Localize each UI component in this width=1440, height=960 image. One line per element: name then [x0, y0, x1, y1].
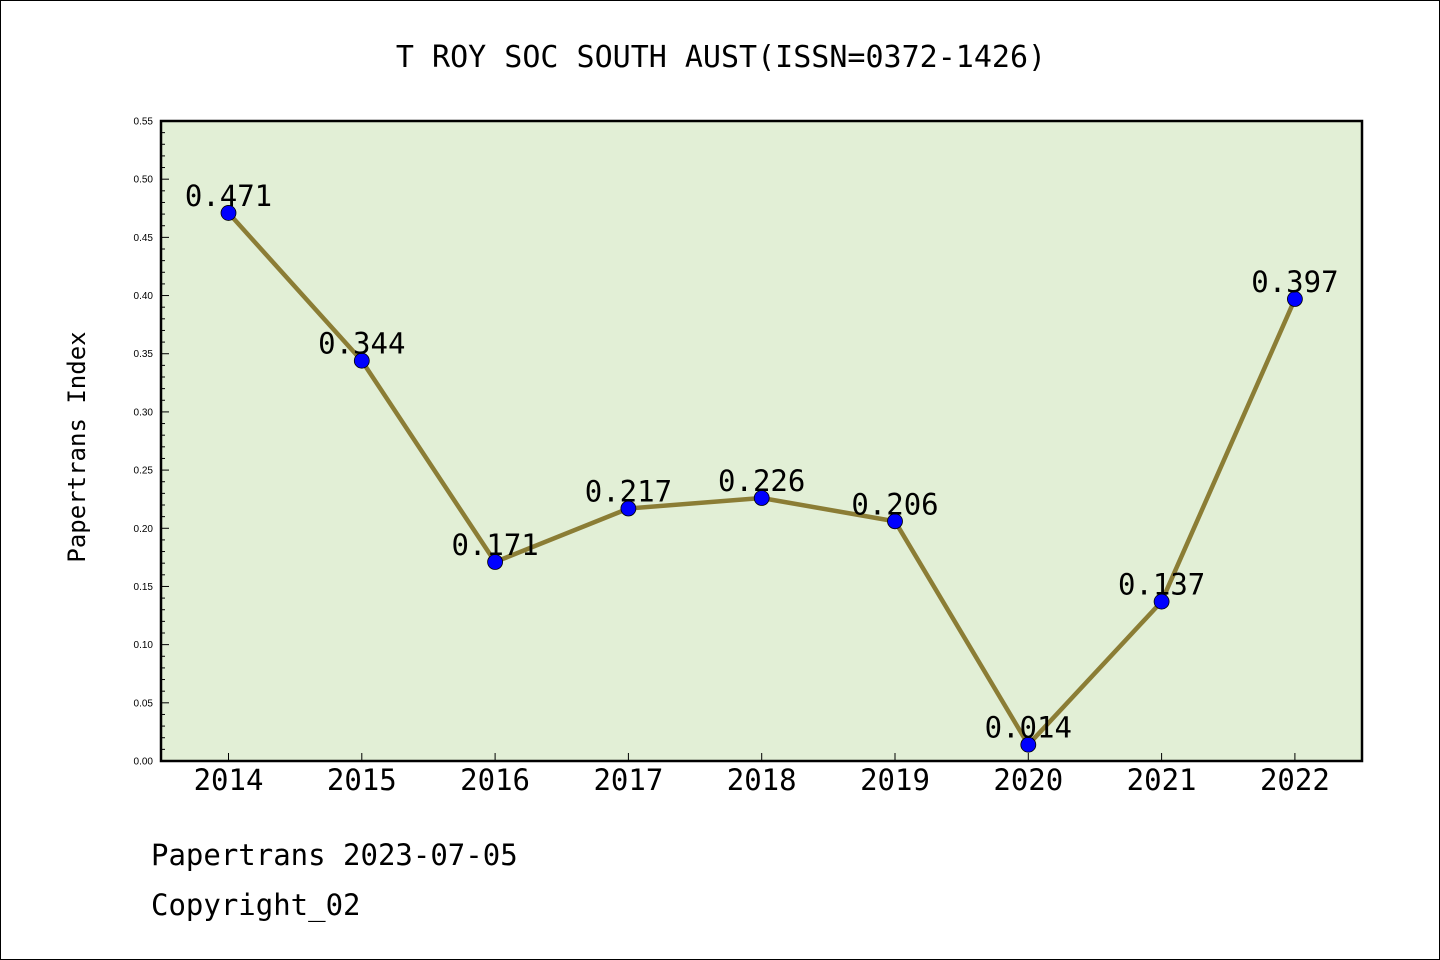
y-tick-label: 0.40	[134, 291, 154, 302]
x-tick-label: 2022	[1260, 763, 1330, 797]
y-axis-label: Papertrans Index	[63, 331, 91, 562]
x-axis: 2014 2015 2016 2017 2018 2019 2020 2021 2022	[194, 753, 1330, 797]
data-point-marker	[487, 554, 504, 570]
x-tick-label: 2014	[194, 763, 264, 797]
footer-date: Papertrans 2023-07-05	[151, 838, 518, 872]
data-label-group: 0.471 0.344 0.171 0.217 0.226 0.206 0.014 0.137…	[185, 179, 1339, 745]
x-tick-label: 2017	[593, 763, 663, 797]
x-tick-label: 2020	[993, 763, 1063, 797]
plot-border	[159, 119, 1364, 763]
data-point-marker	[620, 500, 637, 517]
data-point-marker	[887, 513, 903, 530]
footer-copyright: Copyright_02	[151, 888, 361, 923]
y-tick-label: 0.10	[134, 640, 154, 651]
y-tick-label: 0.20	[134, 524, 154, 535]
plot-area	[161, 121, 1362, 761]
data-point-marker	[353, 352, 370, 369]
y-tick-label: 0.50	[134, 175, 154, 186]
x-tick-label: 2018	[727, 763, 797, 797]
data-label: 0.014	[985, 711, 1072, 745]
y-tick-label: 0.45	[134, 233, 154, 244]
data-label: 0.397	[1251, 265, 1338, 299]
x-tick-label: 2016	[460, 763, 530, 797]
y-tick-label: 0.00	[134, 757, 154, 768]
x-tick-label: 2021	[1127, 763, 1197, 797]
data-label: 0.226	[718, 464, 805, 498]
x-tick-label: 2015	[327, 763, 397, 797]
y-tick-label: 0.55	[134, 117, 154, 128]
y-tick-label: 0.30	[134, 407, 154, 418]
data-point-marker	[220, 205, 237, 221]
y-tick-label: 0.05	[134, 698, 154, 709]
data-label: 0.344	[318, 327, 405, 361]
x-tick-label: 2019	[860, 763, 930, 797]
data-label: 0.137	[1118, 568, 1205, 602]
data-point-marker	[753, 490, 770, 506]
data-label: 0.206	[851, 487, 938, 521]
data-point-marker	[1287, 291, 1303, 307]
data-point-marker	[1153, 593, 1170, 610]
y-tick-label: 0.35	[134, 349, 154, 360]
data-point-marker	[1020, 736, 1037, 753]
marker-group	[220, 205, 1303, 753]
data-label: 0.217	[585, 474, 672, 508]
data-label: 0.171	[451, 528, 538, 562]
y-tick-label: 0.25	[134, 466, 154, 477]
data-label: 0.471	[185, 179, 272, 213]
chart-title: T ROY SOC SOUTH AUST(ISSN=0372-1426)	[396, 40, 1046, 75]
y-tick-label: 0.15	[134, 582, 154, 593]
